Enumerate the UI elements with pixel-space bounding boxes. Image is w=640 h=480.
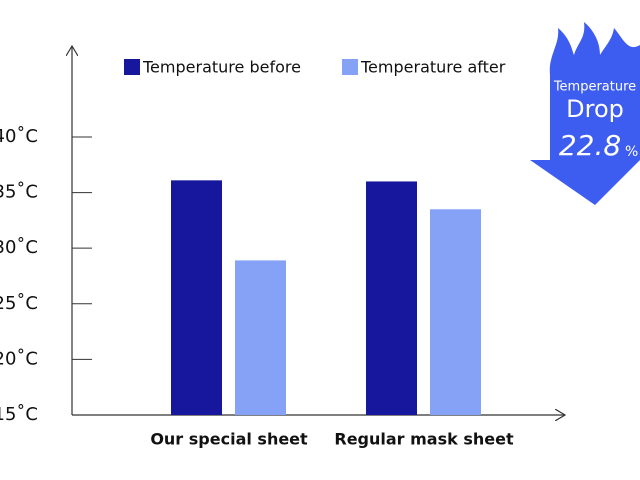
- y-tick-label: 30˚C: [0, 237, 38, 258]
- bar: [366, 181, 417, 415]
- y-tick-label: 20˚C: [0, 348, 38, 369]
- x-tick-label: Our special sheet: [150, 430, 308, 449]
- y-tick-label: 40˚C: [0, 126, 38, 147]
- legend-swatch: [124, 59, 140, 75]
- x-tick-label: Regular mask sheet: [334, 430, 514, 449]
- badge: Temperature Drop 22.8 %: [530, 22, 640, 205]
- badge-title: Temperature: [553, 80, 636, 95]
- legend-label: Temperature before: [142, 58, 301, 77]
- y-tick-label: 15˚C: [0, 404, 38, 425]
- bar: [235, 260, 286, 415]
- y-tick-label: 35˚C: [0, 182, 38, 203]
- badge-unit: %: [625, 144, 638, 160]
- legend-label: Temperature after: [360, 58, 506, 77]
- badge-subtitle: Drop: [566, 95, 624, 123]
- legend-swatch: [342, 59, 358, 75]
- bar: [430, 209, 481, 415]
- y-tick-label: 25˚C: [0, 293, 38, 314]
- badge-value: 22.8: [559, 129, 621, 162]
- badge-shape: [530, 22, 640, 205]
- bar: [171, 180, 222, 415]
